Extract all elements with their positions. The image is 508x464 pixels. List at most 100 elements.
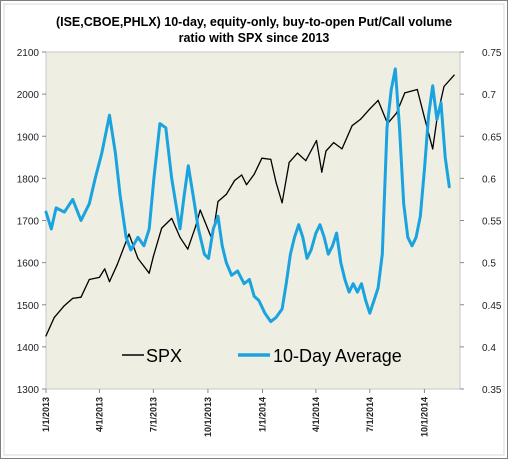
data-point-10-day-average [293,236,296,238]
data-point-10-day-average [432,85,434,87]
data-point-spx [45,335,47,337]
legend-label-spx: SPX [146,346,182,366]
data-point-10-day-average [159,123,161,125]
x-tick-label: 7/1/2014 [365,397,375,432]
data-point-10-day-average [148,228,150,230]
left-tick-label: 2100 [17,48,40,59]
data-point-10-day-average [336,232,338,234]
data-point-spx [416,88,418,91]
data-point-spx [253,173,255,175]
data-point-spx [80,296,82,298]
data-point-10-day-average [243,283,245,285]
left-tick-label: 1600 [17,259,40,270]
legend: SPX 10-Day Average [122,346,402,366]
data-point-spx [63,305,65,307]
data-point-spx [161,227,163,229]
data-point-spx [245,184,248,186]
data-point-10-day-average [344,278,346,281]
data-point-10-day-average [289,253,291,255]
data-point-10-day-average [187,165,189,167]
x-tick-label: 10/1/2013 [203,397,213,437]
left-tick-label: 1900 [17,132,40,143]
left-tick-label: 1700 [17,217,40,228]
data-point-10-day-average [310,249,312,251]
right-tick-label: 0.5 [482,259,496,270]
data-point-10-day-average [369,312,371,314]
data-point-spx [321,171,323,173]
data-point-10-day-average [331,245,334,247]
x-axis: 1/1/2013 4/1/2013 7/1/2013 10/1/2013 1/1/201… [41,389,429,437]
data-point-10-day-average [411,245,413,247]
x-tick-label: 4/1/2014 [311,397,321,432]
data-point-10-day-average [285,283,287,285]
data-point-10-day-average [323,236,325,238]
data-point-10-day-average [415,236,417,238]
data-point-spx [288,161,290,163]
data-point-10-day-average [340,262,342,264]
data-point-10-day-average [365,299,367,302]
data-point-10-day-average [281,308,283,310]
data-point-10-day-average [108,114,111,116]
data-point-10-day-average [306,257,308,259]
data-point-10-day-average [101,152,103,154]
data-point-10-day-average [302,236,304,238]
data-point-10-day-average [94,177,96,179]
data-point-spx [281,202,283,204]
data-point-spx [152,255,154,257]
data-point-spx [194,226,197,228]
data-point-10-day-average [348,291,350,293]
data-point-spx [234,179,236,182]
data-point-10-day-average [72,198,74,200]
data-point-10-day-average [386,127,388,129]
data-point-10-day-average [143,245,145,247]
data-point-10-day-average [423,169,425,171]
data-point-spx [199,209,201,211]
data-point-spx [443,85,445,88]
data-point-10-day-average [298,224,300,226]
data-point-10-day-average [137,236,139,238]
data-point-spx [72,297,74,299]
data-point-10-day-average [114,152,116,154]
data-point-10-day-average [50,228,52,230]
data-point-10-day-average [130,249,132,251]
data-point-10-day-average [125,236,127,238]
data-point-spx [275,182,277,184]
data-point-10-day-average [212,228,214,230]
series-layer [44,67,455,337]
data-point-10-day-average [225,262,227,264]
right-tick-label: 0.6 [482,174,496,185]
data-point-spx [148,272,150,274]
x-tick-label: 1/1/2013 [41,397,51,432]
data-point-10-day-average [403,203,405,205]
data-point-spx [453,74,455,76]
data-point-10-day-average [440,102,442,104]
data-point-10-day-average [448,186,450,188]
plot-area [45,51,461,390]
right-tick-label: 0.4 [482,343,496,354]
data-point-10-day-average [221,245,223,247]
data-point-10-day-average [373,299,375,302]
x-tick-label: 4/1/2013 [94,397,104,432]
data-point-spx [305,160,307,162]
x-tick-label: 7/1/2013 [148,397,158,432]
data-point-10-day-average [80,219,82,222]
left-tick-label: 2000 [17,90,40,101]
data-point-10-day-average [264,312,266,314]
data-point-spx [377,99,379,101]
right-y-axis: 0.35 0.4 0.45 0.5 0.55 0.6 0.65 0.7 0.75 [460,48,502,396]
data-point-spx [104,268,106,270]
data-point-10-day-average [436,118,438,120]
data-point-10-day-average [398,127,401,129]
data-point-10-day-average [171,177,173,179]
data-point-10-day-average [253,295,255,297]
right-tick-label: 0.7 [482,90,496,101]
data-point-spx [333,142,335,144]
data-point-10-day-average [390,89,392,91]
series-line-spx [45,74,455,337]
data-point-spx [359,118,361,120]
data-point-10-day-average [258,299,260,302]
right-tick-label: 0.75 [482,48,502,59]
data-point-spx [225,193,227,195]
right-tick-label: 0.65 [482,132,502,143]
